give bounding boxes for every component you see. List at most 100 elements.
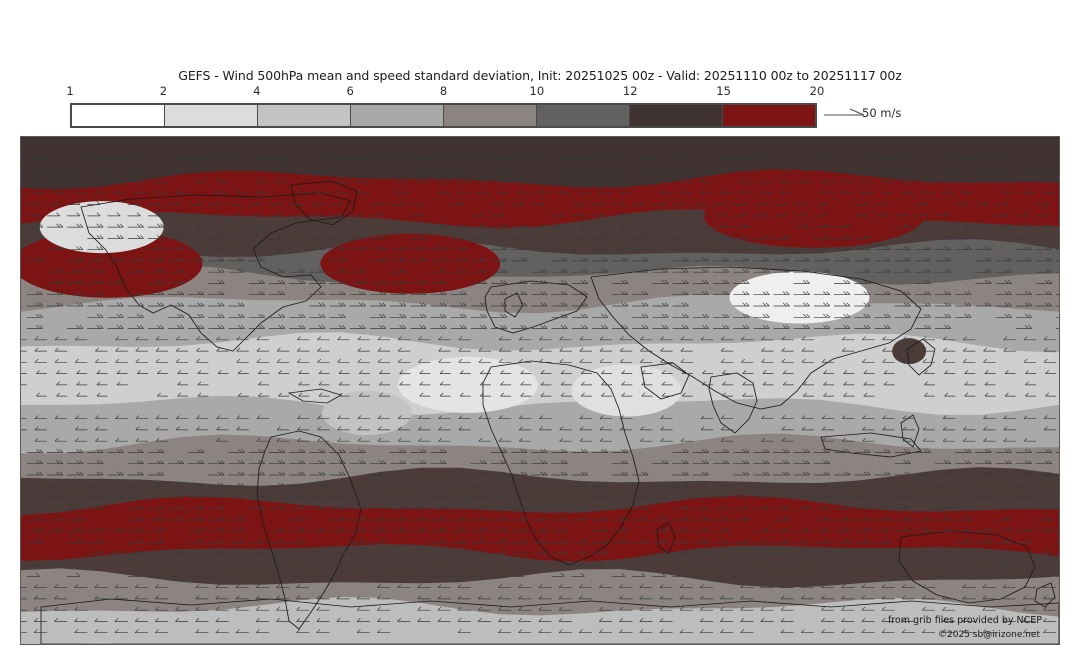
wind-barb: [470, 313, 488, 318]
wind-barb: [289, 268, 306, 273]
wind-barb: [228, 449, 245, 453]
wind-barb: [760, 618, 774, 622]
wind-barb: [470, 516, 488, 521]
wind-barb: [733, 223, 750, 228]
wind-barb: [921, 178, 935, 183]
credits: from grib files provided by NCEP ©2025 s…: [0, 613, 1060, 643]
wind-barb: [598, 629, 613, 634]
wind-barb: [309, 246, 326, 251]
wind-barb: [1015, 325, 1033, 329]
wind-barb: [793, 460, 810, 465]
wind-barb: [410, 572, 424, 577]
wind-barb: [115, 437, 128, 442]
wind-barb: [439, 392, 451, 397]
wind-barb: [1056, 542, 1059, 543]
wind-barb: [922, 336, 935, 341]
colorbar-tick-6: 6: [346, 84, 354, 98]
wind-barb: [632, 201, 646, 205]
wind-barb: [854, 257, 871, 262]
wind-barb: [660, 358, 673, 363]
wind-barb: [551, 527, 568, 532]
wind-barb: [479, 381, 491, 386]
wind-barb: [47, 291, 64, 296]
wind-barb: [672, 291, 689, 296]
wind-barb: [733, 550, 750, 555]
wind-barb: [659, 606, 673, 611]
wind-barb: [336, 595, 350, 600]
wind-barb: [188, 325, 205, 329]
wind-barb: [753, 539, 770, 543]
wind-barb: [154, 629, 168, 634]
wind-barb: [681, 370, 693, 374]
wind-barb: [874, 291, 891, 296]
wind-barb: [309, 460, 326, 465]
wind-barb: [962, 358, 976, 363]
wind-barb: [21, 429, 27, 431]
wind-barb: [168, 257, 185, 262]
feature-tibet-min: [729, 271, 870, 324]
wind-barb: [491, 201, 505, 205]
wind-barb: [276, 156, 290, 160]
wind-barb: [692, 550, 710, 555]
wind-barb: [854, 246, 871, 251]
wind-barb: [733, 313, 750, 318]
wind-barb: [679, 156, 693, 160]
wind-barb: [881, 584, 895, 589]
wind-barb: [21, 609, 27, 611]
wind-barb: [397, 415, 411, 420]
wind-barb: [309, 471, 326, 476]
wind-barb: [430, 223, 447, 228]
wind-barb: [208, 201, 222, 205]
wind-barb: [591, 561, 606, 566]
wind-barb: [35, 370, 47, 374]
wind-barb: [632, 572, 646, 577]
wind-barb: [922, 347, 935, 352]
wind-barb: [955, 302, 972, 307]
wind-barb: [329, 257, 346, 262]
wind-barb: [672, 494, 689, 498]
wind-barb: [834, 550, 851, 555]
wind-barb: [660, 415, 673, 420]
wind-barb: [417, 606, 431, 611]
wind-barb: [813, 268, 831, 273]
wind-barb: [269, 561, 283, 566]
wind-barb: [995, 460, 1012, 465]
wind-barb: [578, 156, 592, 160]
wind-barb: [955, 201, 969, 205]
wind-barb: [753, 527, 770, 532]
wind-barb: [995, 234, 1012, 239]
wind-barb: [256, 347, 269, 352]
wind-barb: [369, 482, 387, 487]
wind-barb: [228, 313, 245, 318]
wind-barb: [975, 234, 992, 239]
wind-barb: [813, 223, 831, 228]
wind-barb: [692, 516, 710, 521]
wind-barb: [639, 618, 653, 622]
wind-barb: [894, 550, 911, 555]
wind-barb: [450, 257, 467, 262]
wind-barb: [87, 268, 104, 273]
wind-barb: [478, 347, 491, 352]
wind-barb: [269, 313, 286, 318]
weather-map[interactable]: [20, 136, 1060, 645]
wind-barb: [168, 212, 182, 217]
wind-barb: [296, 437, 310, 442]
wind-barb: [854, 313, 871, 318]
wind-barb: [418, 415, 431, 420]
wind-barb: [813, 505, 831, 510]
wind-barb: [902, 347, 915, 352]
wind-barb: [982, 178, 996, 183]
wind-barb: [733, 572, 747, 577]
wind-barb: [699, 618, 713, 622]
wind-barb: [834, 257, 851, 262]
wind-barb: [733, 471, 750, 476]
wind-barb: [135, 336, 148, 341]
wind-barb: [679, 189, 693, 194]
wind-barb: [1043, 629, 1057, 634]
wind-barb: [692, 246, 710, 251]
wind-barb: [753, 494, 770, 498]
wind-barb: [511, 527, 528, 532]
wind-barb: [56, 381, 68, 386]
wind-barb: [793, 572, 807, 577]
wind-barb: [1056, 271, 1059, 273]
